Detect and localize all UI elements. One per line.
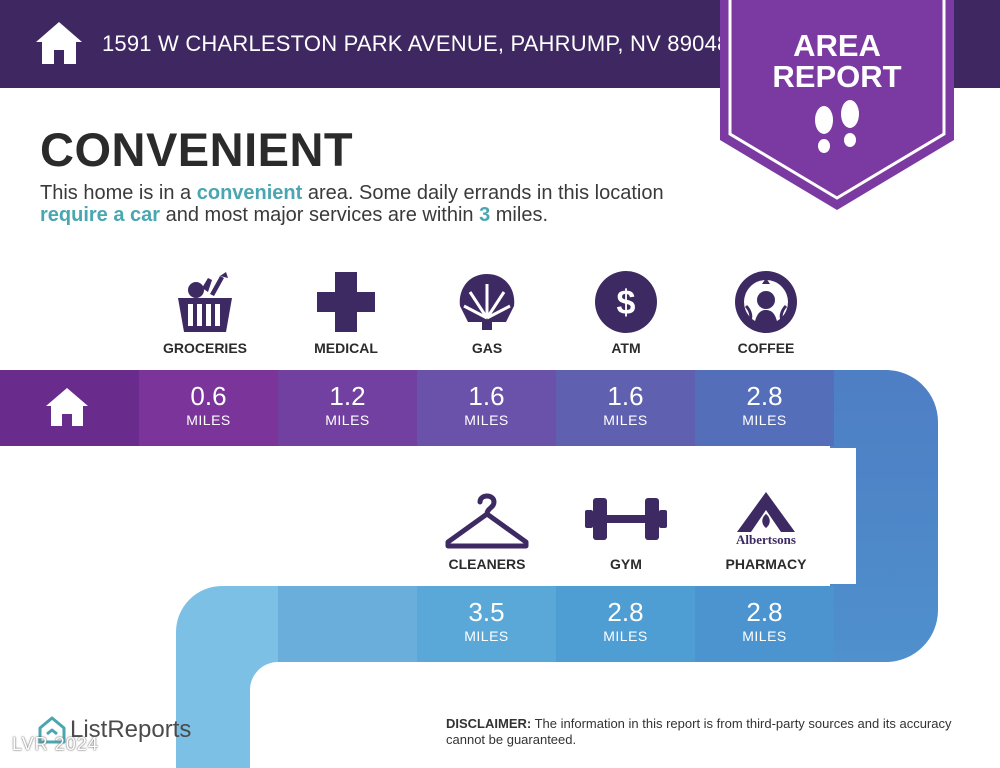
house-icon [36,22,82,64]
watermark: LVR 2024 [12,734,99,754]
distance-unit: MILES [742,412,787,428]
amenity-gas: GAS [417,270,557,356]
distance-cell-coffee: 2.8 MILES [695,370,834,446]
area-report-badge [720,0,954,210]
distance-unit: MILES [603,412,648,428]
distance-value: 2.8 [746,597,783,627]
hanger-icon [445,493,529,549]
amenity-label: PHARMACY [725,556,807,572]
amenity-gym: GYM [556,488,696,572]
badge-line-2: REPORT [772,59,902,94]
amenity-label: GROCERIES [162,340,247,356]
distance-cell-atm: 1.6 MILES [556,370,695,446]
listreports-logo-icon [38,716,66,744]
distance-value: 3.5 [468,597,505,627]
amenity-label: ATM [611,340,641,356]
distance-unit: MILES [186,412,231,428]
grocery-basket-icon [178,272,232,332]
distance-value: 2.8 [746,381,783,411]
amenity-groceries: GROCERIES [135,270,275,356]
amenity-atm: $ ATM [556,270,696,356]
distance-value: 1.2 [329,381,366,411]
amenity-label: GAS [471,340,503,356]
distance-cell-medical: 1.2 MILES [278,370,417,446]
amenity-label: COFFEE [737,340,795,356]
distance-unit: MILES [325,412,370,428]
page-title: CONVENIENT [40,123,354,176]
distance-cell-groceries: 0.6 MILES [139,370,278,446]
badge-title: AREA REPORT [720,30,954,92]
starbucks-logo-icon [735,271,797,333]
disclaimer-text: The information in this report is from t… [446,716,952,747]
amenity-coffee: COFFEE [696,270,836,356]
albertsons-logo-icon: Albertsons [736,492,796,547]
distance-cell-gas: 1.6 MILES [417,370,556,446]
distance-unit: MILES [464,628,509,644]
medical-cross-icon [317,272,375,332]
footprints-icon [815,100,859,153]
amenity-medical: MEDICAL [276,270,416,356]
property-address: 1591 W CHARLESTON PARK AVENUE, PAHRUMP, … [102,31,730,56]
distance-unit: MILES [464,412,509,428]
brand-name: ListReports [70,716,192,743]
distance-unit: MILES [742,628,787,644]
disclaimer-label: DISCLAIMER: [446,716,532,731]
amenity-label: GYM [610,556,642,572]
albertsons-logo-text: Albertsons [736,532,796,547]
distance-value: 1.6 [468,381,505,411]
distance-cell-cleaners: 3.5 MILES [417,586,556,662]
amenity-pharmacy: Albertsons PHARMACY [696,488,836,572]
distance-unit: MILES [603,628,648,644]
disclaimer: DISCLAIMER: The information in this repo… [446,716,976,748]
amenity-cleaners: CLEANERS [417,488,557,572]
amenity-label: MEDICAL [314,340,378,356]
summary-text: This home is in a convenient area. Some … [40,182,664,226]
road-house-icon [46,388,88,426]
distance-value: 1.6 [607,381,644,411]
amenity-label: CLEANERS [448,556,526,572]
distance-cell-gym: 2.8 MILES [556,586,695,662]
dollar-coin-icon: $ [595,271,657,333]
distance-value: 0.6 [190,381,227,411]
shell-gas-icon [459,274,515,330]
svg-text:$: $ [617,284,636,322]
badge-line-1: AREA [793,28,881,63]
dumbbell-icon [585,498,667,540]
distance-value: 2.8 [607,597,644,627]
distance-cell-pharmacy: 2.8 MILES [695,586,834,662]
